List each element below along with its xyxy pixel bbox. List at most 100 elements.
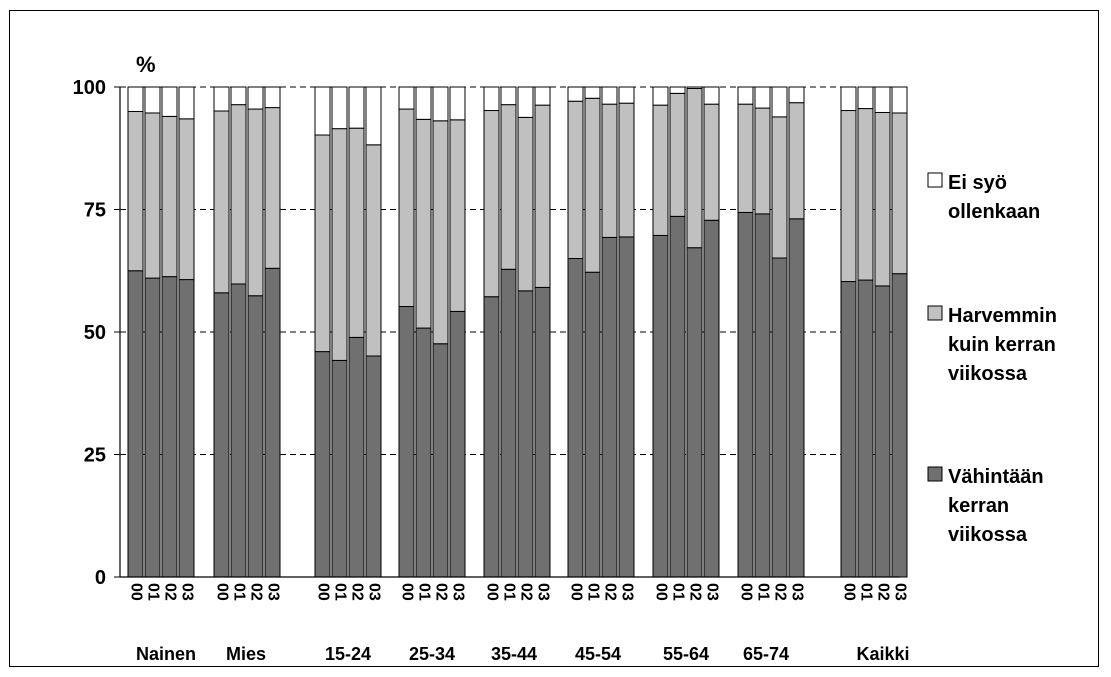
bar-Mies-02-series-2 xyxy=(247,86,264,110)
bar-Mies-01-series-1 xyxy=(230,104,247,285)
bar-25-34-00-series-0 xyxy=(398,306,415,578)
bar-45-54-02-series-2 xyxy=(601,86,618,105)
year-label: 02 xyxy=(432,583,449,601)
y-tick-label: 50 xyxy=(84,322,106,344)
bar-Kaikki-02-series-0 xyxy=(874,285,891,578)
bar-55-64-00-series-2 xyxy=(652,86,669,106)
bar-Nainen-03-series-0 xyxy=(178,279,195,578)
bar-15-24-00-series-0 xyxy=(314,351,331,578)
bar-45-54-01-series-0 xyxy=(584,271,601,578)
bar-65-74-02-series-1 xyxy=(771,116,788,259)
bar-Nainen-03-series-1 xyxy=(178,118,195,281)
bar-35-44-02-series-1 xyxy=(517,116,534,292)
year-label: 00 xyxy=(737,583,754,601)
bar-Kaikki-01-series-2 xyxy=(857,86,874,110)
year-label: 02 xyxy=(686,583,703,601)
legend-label: viikossa xyxy=(948,524,1028,546)
bar-55-64-00-series-1 xyxy=(652,104,669,236)
year-label: 00 xyxy=(127,583,144,601)
year-label: 03 xyxy=(891,583,908,601)
bar-25-34-02-series-1 xyxy=(432,120,449,345)
bar-Nainen-02-series-2 xyxy=(161,86,178,117)
year-label: 01 xyxy=(857,583,874,601)
legend-label: kerran xyxy=(948,495,1009,517)
bar-Nainen-01-series-0 xyxy=(144,277,161,578)
year-label: 03 xyxy=(264,583,281,601)
bar-Mies-01-series-0 xyxy=(230,283,247,578)
bar-Mies-00-series-2 xyxy=(213,86,230,112)
legend-swatch xyxy=(927,172,943,188)
group-label: 55-64 xyxy=(663,644,709,664)
bar-25-34-03-series-0 xyxy=(449,310,466,578)
bar-65-74-03-series-0 xyxy=(788,218,805,578)
y-tick-label: 75 xyxy=(84,200,106,222)
y-unit-label: % xyxy=(136,52,156,77)
bar-45-54-03-series-0 xyxy=(618,236,635,578)
bar-45-54-03-series-1 xyxy=(618,102,635,238)
bar-35-44-01-series-0 xyxy=(500,268,517,578)
bar-45-54-02-series-1 xyxy=(601,103,618,238)
year-label: 00 xyxy=(314,583,331,601)
bar-Mies-01-series-2 xyxy=(230,86,247,106)
bar-65-74-01-series-1 xyxy=(754,107,771,215)
year-label: 00 xyxy=(213,583,230,601)
year-label: 02 xyxy=(247,583,264,601)
bar-65-74-02-series-0 xyxy=(771,257,788,578)
legend-label: ollenkaan xyxy=(948,201,1040,223)
bar-65-74-01-series-2 xyxy=(754,86,771,109)
year-label: 01 xyxy=(500,583,517,601)
bar-25-34-00-series-1 xyxy=(398,108,415,308)
year-label: 00 xyxy=(840,583,857,601)
bar-Mies-03-series-2 xyxy=(264,86,281,109)
legend-swatch xyxy=(927,305,943,321)
y-tick-label: 25 xyxy=(84,445,106,467)
year-label: 01 xyxy=(584,583,601,601)
bar-35-44-03-series-1 xyxy=(534,104,551,288)
bar-Kaikki-00-series-1 xyxy=(840,110,857,283)
bar-45-54-03-series-2 xyxy=(618,86,635,104)
bar-Nainen-01-series-1 xyxy=(144,112,161,279)
bar-Nainen-02-series-1 xyxy=(161,115,178,278)
year-label: 01 xyxy=(415,583,432,601)
year-label: 02 xyxy=(771,583,788,601)
y-tick-label: 0 xyxy=(95,567,106,589)
year-label: 02 xyxy=(348,583,365,601)
bar-15-24-03-series-0 xyxy=(365,355,382,578)
bar-25-34-02-series-2 xyxy=(432,86,449,122)
bar-15-24-03-series-1 xyxy=(365,144,382,357)
bar-Kaikki-03-series-1 xyxy=(891,112,908,275)
bar-35-44-01-series-1 xyxy=(500,104,517,270)
bar-45-54-00-series-2 xyxy=(567,86,584,102)
year-label: 03 xyxy=(178,583,195,601)
bar-25-34-02-series-0 xyxy=(432,343,449,578)
bar-65-74-02-series-2 xyxy=(771,86,788,118)
bar-35-44-03-series-0 xyxy=(534,286,551,578)
year-label: 01 xyxy=(669,583,686,601)
bar-15-24-00-series-2 xyxy=(314,86,331,136)
group-label: Kaikki xyxy=(856,644,909,664)
group-label: 65-74 xyxy=(743,644,789,664)
bar-Kaikki-02-series-2 xyxy=(874,86,891,113)
year-label: 03 xyxy=(449,583,466,601)
group-label: Mies xyxy=(226,644,266,664)
year-label: 02 xyxy=(517,583,534,601)
legend-label: Harvemmin xyxy=(948,305,1057,327)
legend-label: kuin kerran xyxy=(948,334,1056,356)
bar-15-24-01-series-2 xyxy=(331,86,348,130)
bar-45-54-02-series-0 xyxy=(601,236,618,578)
bar-15-24-00-series-1 xyxy=(314,134,331,353)
bar-Kaikki-03-series-0 xyxy=(891,273,908,578)
bar-Mies-00-series-0 xyxy=(213,292,230,578)
bar-45-54-01-series-2 xyxy=(584,86,601,99)
year-label: 01 xyxy=(144,583,161,601)
bar-65-74-03-series-2 xyxy=(788,86,805,104)
y-tick-label: 100 xyxy=(73,77,106,99)
year-label: 00 xyxy=(567,583,584,601)
bar-Nainen-00-series-2 xyxy=(127,86,144,112)
bar-55-64-03-series-1 xyxy=(703,103,720,221)
group-label: 15-24 xyxy=(325,644,371,664)
bar-Kaikki-01-series-1 xyxy=(857,108,874,281)
bar-55-64-03-series-0 xyxy=(703,219,720,578)
group-label: 35-44 xyxy=(491,644,537,664)
